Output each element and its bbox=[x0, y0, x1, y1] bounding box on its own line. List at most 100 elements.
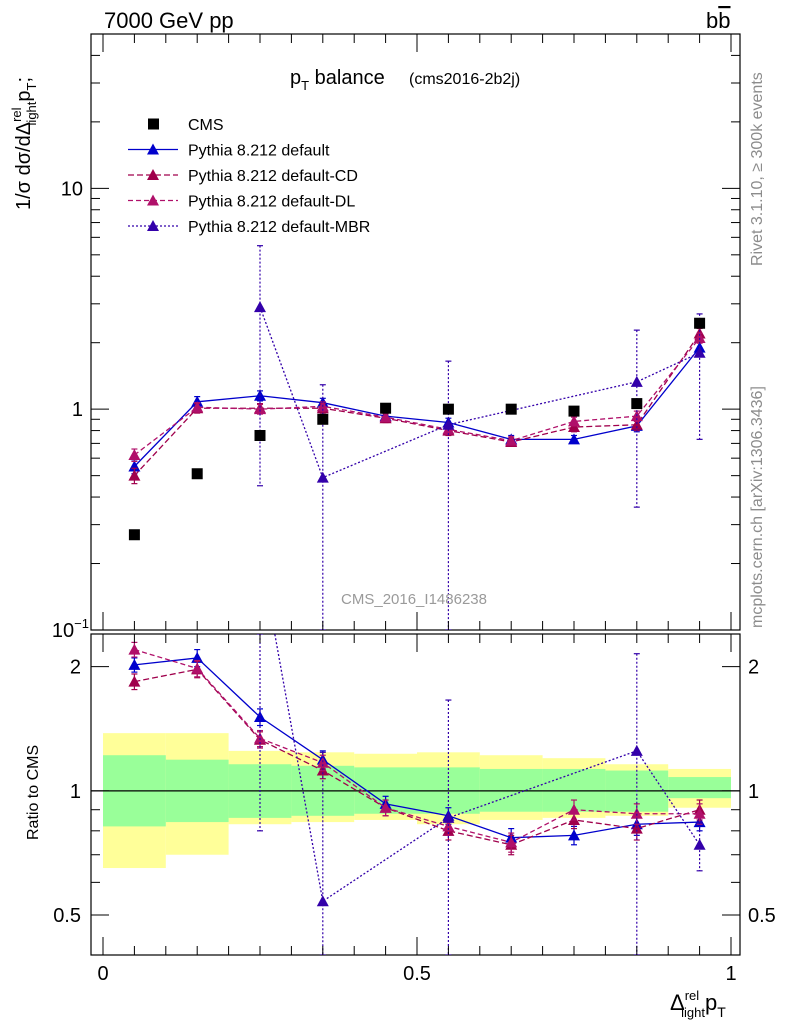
series-marker bbox=[379, 411, 392, 423]
ratio-y-axis-label: Ratio to CMS bbox=[25, 745, 42, 840]
ratio-marker bbox=[254, 732, 266, 744]
main-y-tick-label-text: 1 bbox=[72, 399, 83, 421]
series-layer bbox=[128, 245, 706, 955]
legend-marker-triangle bbox=[147, 220, 159, 231]
cms-data-point bbox=[317, 413, 329, 425]
legend-marker-triangle bbox=[147, 143, 159, 155]
rivet-version-label: Rivet 3.1.10, ≥ 300k events bbox=[749, 72, 766, 266]
legend-marker-square bbox=[148, 118, 159, 130]
legend: CMS Pythia 8.212 default Pythia 8.212 defa… bbox=[128, 117, 370, 236]
cms-data-point bbox=[380, 402, 392, 414]
series-line bbox=[259, 306, 700, 479]
ratio-series-group bbox=[257, 634, 706, 955]
legend-item: Pythia 8.212 default-DL bbox=[128, 194, 355, 211]
cms-data-point bbox=[631, 398, 643, 410]
ratio-series-line bbox=[134, 657, 700, 839]
main-y-tick-label-text: 10 bbox=[52, 620, 74, 642]
main-y-tick-label-text: 10 bbox=[61, 178, 83, 200]
ratio-marker bbox=[128, 658, 141, 670]
series-marker bbox=[568, 433, 580, 445]
ratio-panel-frame bbox=[90, 633, 741, 956]
series-line bbox=[133, 347, 701, 467]
stat-uncertainty-band bbox=[668, 777, 731, 799]
legend-marker-triangle bbox=[147, 169, 159, 180]
analysis-id: CMS_2016_I1486238 bbox=[341, 591, 487, 608]
legend-label: Pythia 8.212 default bbox=[188, 143, 330, 160]
series-marker bbox=[693, 332, 706, 344]
ratio-marker bbox=[630, 744, 643, 756]
ratio-marker bbox=[316, 895, 329, 907]
series-marker bbox=[128, 469, 141, 481]
main-y-axis-label: 1/σ dσ/dΔrellightpT; bbox=[9, 77, 39, 210]
cms-data-point bbox=[254, 429, 266, 441]
cms-data-point bbox=[442, 403, 454, 415]
series-marker bbox=[254, 403, 266, 415]
ratio-marker bbox=[693, 838, 706, 850]
ratio-y-tick-label-right: 0.5 bbox=[748, 905, 776, 927]
ratio-marker bbox=[568, 829, 580, 841]
series-marker bbox=[254, 301, 266, 313]
axes-frames bbox=[90, 33, 741, 956]
cms-data-point bbox=[128, 529, 140, 541]
legend-label: Pythia 8.212 default-DL bbox=[188, 194, 355, 211]
plot-subtitle: (cms2016-2b2j) bbox=[409, 71, 520, 88]
process-label: bb bbox=[706, 8, 731, 33]
ratio-series-line bbox=[134, 648, 700, 844]
legend-item: Pythia 8.212 default bbox=[128, 143, 330, 160]
main-series-group bbox=[128, 327, 706, 485]
x-tick-label: 1 bbox=[725, 963, 736, 985]
legend-marker-triangle bbox=[147, 194, 159, 206]
legend-item: CMS bbox=[148, 117, 224, 134]
main-series-group bbox=[254, 245, 706, 630]
ratio-marker bbox=[442, 811, 455, 823]
main-y-tick-label: 10−1 bbox=[52, 616, 89, 642]
series-line bbox=[133, 333, 701, 477]
series-marker bbox=[693, 346, 706, 358]
x-tick-label: 0 bbox=[97, 963, 108, 985]
plot-title: pT balance bbox=[290, 67, 385, 93]
ratio-marker bbox=[254, 711, 266, 723]
series-marker bbox=[128, 449, 141, 461]
series-3 bbox=[254, 245, 706, 955]
x-axis-label: Δrel lightpT bbox=[670, 988, 726, 1020]
ratio-y-tick-label-left: 0.5 bbox=[53, 905, 81, 927]
ratio-marker bbox=[128, 643, 141, 655]
series-marker bbox=[630, 418, 643, 430]
series-marker bbox=[568, 421, 580, 433]
ratio-y-tick-label-right: 2 bbox=[748, 657, 759, 679]
ratio-y-tick-label-right: 1 bbox=[748, 781, 759, 803]
cms-data-points bbox=[128, 317, 706, 541]
ratio-marker bbox=[379, 801, 392, 813]
legend-label: Pythia 8.212 default-CD bbox=[188, 168, 358, 185]
x-tick-label: 0.5 bbox=[403, 963, 431, 985]
series-line bbox=[134, 337, 701, 456]
ratio-series-line bbox=[134, 668, 700, 846]
series-marker bbox=[442, 418, 455, 430]
series-marker bbox=[316, 471, 329, 483]
series-marker bbox=[191, 401, 204, 413]
series-marker bbox=[568, 415, 580, 427]
cms-data-point bbox=[191, 468, 203, 480]
legend-item: Pythia 8.212 default-CD bbox=[128, 168, 358, 185]
legend-item: Pythia 8.212 default-MBR bbox=[128, 219, 370, 236]
mcplots-label: mcplots.cern.ch [arXiv:1306.3436] bbox=[749, 386, 766, 628]
main-y-tick-label: 10 bbox=[61, 178, 83, 200]
main-y-tick-label: 1 bbox=[72, 399, 83, 421]
ratio-marker bbox=[568, 803, 580, 815]
legend-label: Pythia 8.212 default-MBR bbox=[188, 219, 370, 236]
energy-label: 7000 GeV pp bbox=[104, 8, 234, 33]
legend-label: CMS bbox=[188, 117, 224, 134]
ratio-marker bbox=[693, 807, 706, 819]
main-series-group bbox=[128, 332, 706, 463]
cms-data-point bbox=[694, 317, 706, 329]
cms-data-point bbox=[505, 403, 517, 415]
main-y-tick-label-exponent: −1 bbox=[74, 616, 89, 631]
series-marker bbox=[505, 434, 518, 446]
ratio-marker bbox=[128, 675, 141, 687]
series-marker bbox=[630, 375, 643, 387]
ratio-marker bbox=[630, 822, 643, 834]
ratio-y-tick-label-left: 2 bbox=[70, 657, 81, 679]
ratio-marker bbox=[191, 662, 204, 674]
